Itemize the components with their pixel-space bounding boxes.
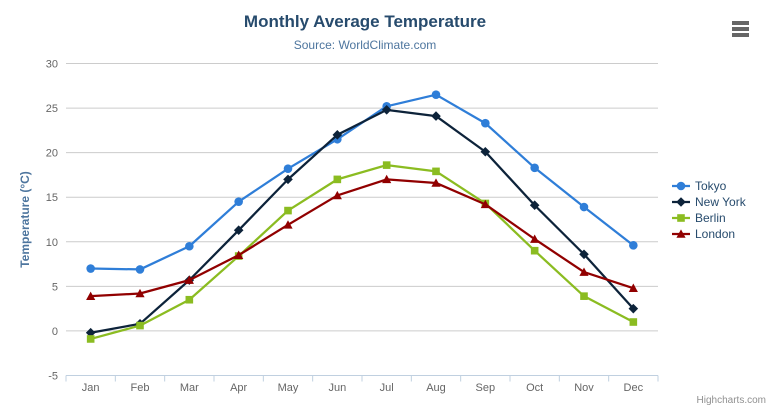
legend-symbol-triangle-icon	[672, 229, 690, 238]
series-tokyo	[86, 90, 638, 274]
hamburger-bar	[732, 21, 749, 25]
data-point-tokyo[interactable]	[629, 241, 638, 250]
data-point-new-york[interactable]	[579, 249, 589, 260]
data-point-berlin[interactable]	[333, 175, 342, 184]
legend-label: Tokyo	[695, 179, 727, 193]
data-point-berlin[interactable]	[185, 295, 194, 304]
y-tick-label: 5	[52, 281, 58, 293]
data-point-london[interactable]	[628, 283, 638, 292]
chart-title: Monthly Average Temperature	[243, 12, 487, 31]
x-tick-label: Jul	[380, 382, 394, 394]
legend-marker-berlin[interactable]	[677, 214, 685, 222]
data-point-london[interactable]	[431, 178, 441, 187]
y-axis-title: Temperature (°C)	[18, 171, 32, 268]
data-point-tokyo[interactable]	[86, 264, 95, 273]
legend-item-new-york[interactable]: New York	[672, 194, 746, 210]
data-point-london[interactable]	[135, 288, 145, 298]
x-tick-label: Jun	[328, 382, 346, 394]
hamburger-bar	[732, 33, 749, 37]
data-point-berlin[interactable]	[86, 335, 95, 343]
data-point-tokyo[interactable]	[579, 202, 589, 212]
x-tick-label: Mar	[180, 382, 199, 394]
data-point-new-york[interactable]	[233, 225, 244, 235]
data-point-tokyo[interactable]	[481, 118, 490, 128]
y-tick-label: 20	[46, 148, 58, 160]
data-point-berlin[interactable]	[432, 167, 440, 176]
x-tick-label: Apr	[230, 382, 247, 394]
x-tick-label: Feb	[131, 382, 150, 394]
series-line-berlin	[89, 163, 635, 341]
x-tick-label: May	[278, 382, 299, 394]
data-point-tokyo[interactable]	[283, 164, 293, 173]
legend-item-berlin[interactable]: Berlin	[672, 210, 746, 226]
data-point-tokyo[interactable]	[234, 197, 243, 206]
chart-subtitle: Source: WorldClimate.com	[293, 38, 437, 52]
legend-label: London	[695, 227, 736, 241]
data-point-london[interactable]	[332, 190, 342, 200]
data-point-new-york[interactable]	[480, 146, 491, 157]
data-point-london[interactable]	[283, 220, 293, 229]
x-tick-label: Sep	[476, 382, 496, 394]
data-point-new-york[interactable]	[431, 111, 441, 121]
x-tick-label: Jan	[82, 382, 100, 394]
data-point-berlin[interactable]	[136, 321, 144, 330]
y-tick-label: 25	[46, 103, 58, 115]
data-point-london[interactable]	[184, 275, 194, 284]
legend-symbol-circle-icon	[672, 181, 690, 191]
legend-marker-new-york[interactable]	[676, 197, 686, 207]
data-point-berlin[interactable]	[284, 206, 292, 215]
legend-item-tokyo[interactable]: Tokyo	[672, 178, 746, 194]
series-line-london	[89, 178, 635, 298]
legend-symbol-diamond-icon	[672, 197, 690, 207]
data-point-tokyo[interactable]	[135, 265, 145, 274]
data-point-new-york[interactable]	[529, 200, 540, 211]
x-tick-label: Aug	[426, 382, 446, 394]
series-line-new-york	[89, 108, 635, 334]
legend-item-london[interactable]: London	[672, 226, 746, 242]
y-tick-label: 0	[52, 326, 58, 338]
data-point-new-york[interactable]	[628, 303, 639, 314]
series-london	[86, 174, 638, 300]
x-tick-label: Dec	[624, 382, 644, 394]
data-point-london[interactable]	[530, 234, 540, 243]
data-point-london[interactable]	[86, 291, 96, 300]
data-point-new-york[interactable]	[283, 174, 293, 185]
hamburger-bar	[732, 27, 749, 31]
data-point-new-york[interactable]	[381, 105, 392, 115]
data-point-berlin[interactable]	[629, 318, 638, 326]
legend-marker-london[interactable]	[676, 229, 686, 238]
credits-link[interactable]: Highcharts.com	[696, 395, 766, 406]
legend-label: Berlin	[695, 211, 726, 225]
y-tick-label: 15	[46, 192, 58, 204]
data-point-tokyo[interactable]	[185, 241, 194, 251]
y-tick-label: -5	[48, 371, 58, 383]
legend-label: New York	[695, 195, 746, 209]
data-point-tokyo[interactable]	[431, 90, 441, 99]
data-point-berlin[interactable]	[530, 246, 539, 255]
series-line-tokyo	[89, 93, 635, 271]
series-new-york	[85, 105, 639, 338]
y-tick-label: 30	[46, 59, 58, 71]
x-tick-label: Oct	[526, 382, 543, 394]
hamburger-menu-icon[interactable]	[732, 21, 749, 39]
data-point-new-york[interactable]	[85, 327, 96, 338]
legend: Tokyo New York Berlin London	[672, 178, 746, 242]
data-point-london[interactable]	[382, 174, 392, 184]
y-tick-label: 10	[46, 237, 58, 249]
data-point-berlin[interactable]	[382, 161, 391, 169]
data-point-london[interactable]	[480, 199, 490, 209]
data-point-tokyo[interactable]	[530, 163, 539, 173]
data-point-london[interactable]	[579, 267, 589, 276]
legend-marker-tokyo[interactable]	[676, 181, 686, 191]
legend-symbol-square-icon	[672, 214, 690, 222]
x-tick-label: Nov	[574, 382, 594, 394]
data-point-london[interactable]	[234, 250, 244, 259]
data-point-berlin[interactable]	[580, 292, 588, 300]
data-point-new-york[interactable]	[332, 130, 343, 140]
